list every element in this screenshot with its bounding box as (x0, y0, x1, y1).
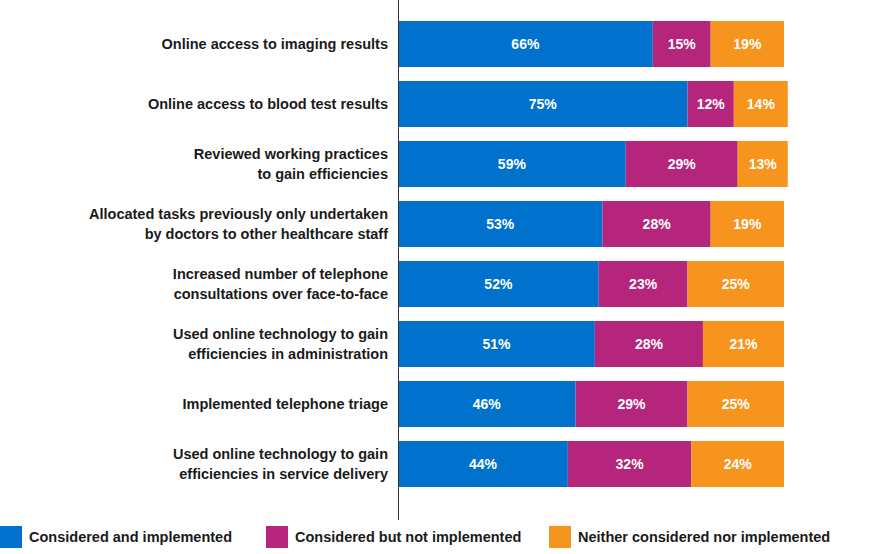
bar-segment (688, 81, 734, 127)
bar-segment (398, 441, 568, 487)
bar-segment (398, 21, 653, 67)
data-label: 66% (511, 36, 540, 52)
data-label: 28% (635, 336, 664, 352)
data-labels: 66% 15% 19% 75% 12% 14% 59% 29% 13% 53% 28% 19% 52% 2… (469, 36, 777, 472)
data-label: 52% (484, 276, 513, 292)
bar-segment (738, 141, 788, 187)
bar-segment (398, 321, 595, 367)
legend-label: Neither considered nor implemented (578, 529, 830, 545)
data-label: 59% (498, 156, 527, 172)
data-label: 15% (668, 36, 697, 52)
category-label: Used online technology to gainefficienci… (173, 446, 388, 482)
legend-swatch (549, 526, 571, 548)
legend: Considered and implemented Considered but… (0, 526, 830, 548)
data-label: 29% (668, 156, 697, 172)
data-label: 44% (469, 456, 498, 472)
bar-segment (398, 261, 599, 307)
data-label: 19% (733, 216, 762, 232)
data-label: 23% (629, 276, 658, 292)
bar-segment (576, 381, 688, 427)
legend-label: Considered and implemented (29, 529, 232, 545)
category-label: Reviewed working practicesto gain effici… (194, 146, 388, 182)
bar-segment (568, 441, 692, 487)
bar-segment (603, 201, 711, 247)
legend-swatch (0, 526, 22, 548)
bar-segment (398, 381, 576, 427)
axis-line (398, 0, 399, 520)
data-label: 21% (729, 336, 758, 352)
bar-segment (688, 381, 785, 427)
category-label: Implemented telephone triage (183, 396, 388, 412)
bar-segment (734, 81, 788, 127)
data-label: 25% (722, 276, 751, 292)
bar-segment (653, 21, 711, 67)
data-label: 32% (616, 456, 645, 472)
data-label: 12% (697, 96, 726, 112)
bar-segment (626, 141, 738, 187)
data-label: 46% (473, 396, 502, 412)
bar-segment (691, 441, 784, 487)
bar-segment (711, 201, 784, 247)
data-label: 25% (722, 396, 751, 412)
category-label: Used online technology to gainefficienci… (173, 326, 388, 362)
bars (398, 21, 788, 487)
category-label: Online access to imaging results (162, 36, 388, 52)
bar-segment (595, 321, 703, 367)
data-label: 19% (733, 36, 762, 52)
data-label: 13% (749, 156, 778, 172)
data-label: 53% (486, 216, 515, 232)
category-label: Increased number of telephoneconsultatio… (173, 266, 388, 302)
data-label: 24% (724, 456, 753, 472)
category-label: Online access to blood test results (148, 96, 388, 112)
legend-label: Considered but not implemented (295, 529, 521, 545)
data-label: 14% (747, 96, 776, 112)
bar-segment (398, 141, 626, 187)
bar-segment (688, 261, 785, 307)
bar-segment (398, 81, 688, 127)
chart: 66% 15% 19% 75% 12% 14% 59% 29% 13% 53% 28% 19% 52% 2… (0, 0, 890, 554)
bar-segment (599, 261, 688, 307)
bar-segment (711, 21, 784, 67)
data-label: 51% (482, 336, 511, 352)
category-label: Allocated tasks previously only undertak… (89, 206, 388, 242)
bar-segment (398, 201, 603, 247)
data-label: 28% (643, 216, 672, 232)
legend-swatch (266, 526, 288, 548)
data-label: 29% (618, 396, 647, 412)
data-label: 75% (529, 96, 558, 112)
bar-segment (703, 321, 784, 367)
